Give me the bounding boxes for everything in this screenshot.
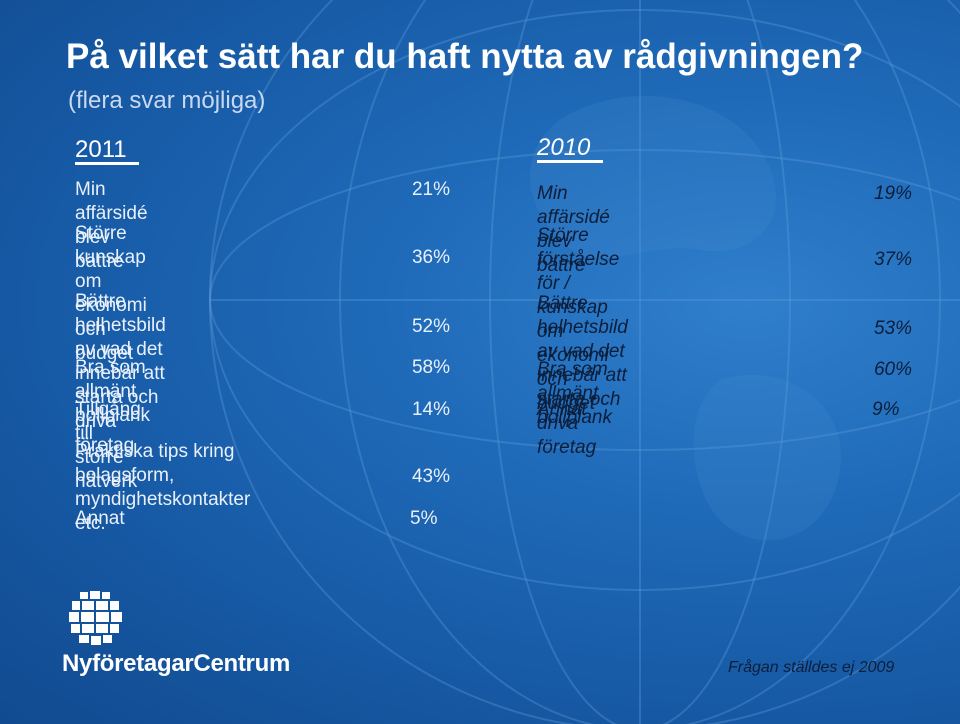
- year-underline: [75, 162, 139, 165]
- row-value: 43%: [411, 466, 450, 487]
- row-value: 5%: [410, 508, 438, 529]
- row-label: Min affärsidé blev bättre: [537, 183, 610, 276]
- row-label: Annat: [75, 508, 125, 529]
- row-label: Bra som allmänt bollplank: [75, 357, 150, 426]
- row-label: Bra som allmänt bollplank: [537, 359, 612, 428]
- row-label: Större förståelse för / kunskap om ekono…: [537, 225, 620, 414]
- row-value: 58%: [411, 357, 450, 378]
- logo-wordmark: NyföretagarCentrum: [62, 650, 290, 677]
- row-value: 9%: [872, 399, 900, 420]
- year-heading-2010: 2010: [537, 134, 591, 161]
- row-value: 19%: [873, 183, 912, 204]
- row-value: 53%: [873, 318, 912, 339]
- row-value: 36%: [411, 247, 450, 268]
- row-value: 60%: [873, 359, 912, 380]
- row-label: Praktiska tips kring bolagsform, myndigh…: [75, 441, 251, 534]
- row-label: Min affärsidé blev bättre: [75, 179, 148, 272]
- footer-note: Frågan ställdes ej 2009: [728, 659, 895, 676]
- globe-logo-icon: [69, 591, 122, 645]
- row-value: 21%: [411, 179, 450, 200]
- row-label: Bättre helhetsbild av vad det innebär at…: [75, 291, 166, 456]
- nyforetagarcentrum-logo: NyföretagarCentrum: [62, 588, 302, 688]
- row-label: Bättre helhetsbild av vad det innebär at…: [537, 293, 628, 458]
- year-underline: [537, 160, 603, 163]
- page-subtitle: (flera svar möjliga): [68, 87, 266, 114]
- row-value: 14%: [411, 399, 450, 420]
- year-heading-2011: 2011: [75, 136, 127, 163]
- row-label: Annat: [537, 399, 587, 420]
- row-value: 52%: [411, 316, 450, 337]
- row-value: 37%: [873, 249, 912, 270]
- row-label: Större kunskap om ekonomi och budget: [75, 223, 147, 364]
- row-label: Tillgång till större nätverk: [75, 399, 141, 492]
- page-title: På vilket sätt har du haft nytta av rådg…: [66, 37, 864, 76]
